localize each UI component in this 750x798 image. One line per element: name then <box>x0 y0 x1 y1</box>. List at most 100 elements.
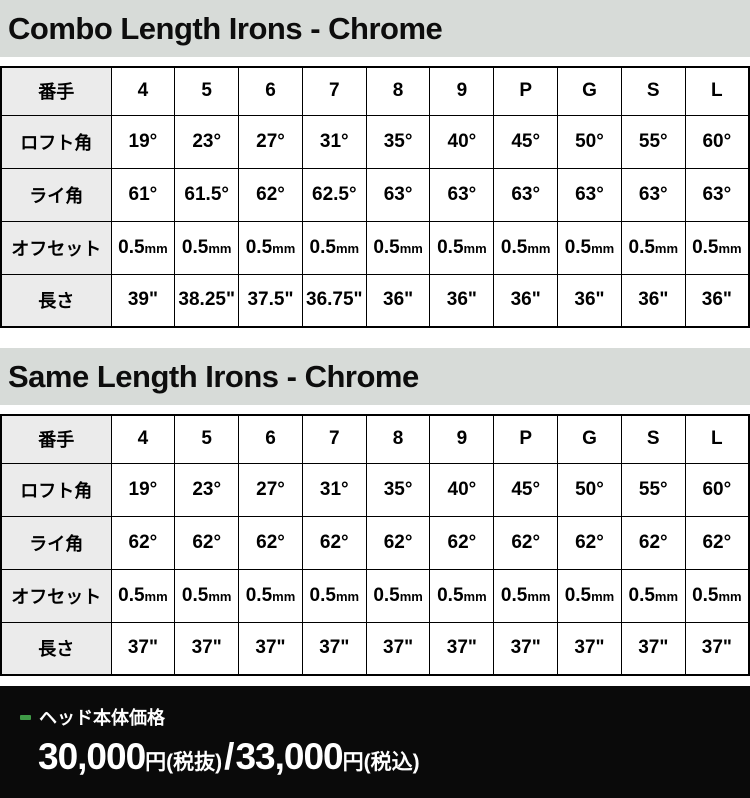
spec-cell: 9 <box>429 66 495 116</box>
spec-cell: 6 <box>238 414 303 464</box>
spec-cell: 62° <box>557 515 622 570</box>
spec-cell: 0.5mm <box>493 220 559 275</box>
spec-unit: mm <box>463 588 487 604</box>
row-label: 長さ <box>0 273 112 328</box>
spec-cell: 37" <box>174 621 240 676</box>
green-dash-bullet <box>20 714 31 720</box>
spec-cell: 0.5mm <box>429 568 495 623</box>
spec-cell: 19° <box>110 114 176 169</box>
spec-cell: 63° <box>493 167 559 222</box>
table-row: 番手 4 5 6 7 8 9 P G S L <box>0 66 750 116</box>
spec-cell: 63° <box>365 167 431 222</box>
spec-cell: 62° <box>493 515 559 570</box>
spec-cell: 0.5mm <box>429 220 495 275</box>
section-title-combo-length: Combo Length Irons - Chrome <box>0 0 750 57</box>
spec-value: 0.5 <box>118 236 145 258</box>
spec-value: 0.5 <box>373 584 400 606</box>
spec-cell: 37" <box>429 621 495 676</box>
spec-cell: 38.25" <box>174 273 240 328</box>
price-amount-tax-excluded: 30,000 <box>38 736 146 777</box>
table-row: 長さ 39" 38.25" 37.5" 36.75" 36" 36" 36" 36" 36" 36" <box>0 273 750 328</box>
price-line: 30,000円(税抜)/33,000円(税込) <box>20 736 750 778</box>
spec-unit: mm <box>527 240 551 256</box>
spec-value: 0.5 <box>181 236 209 258</box>
spec-cell: 55° <box>620 114 686 169</box>
spec-value: 0.5 <box>564 236 592 258</box>
spec-unit: mm <box>527 588 551 604</box>
spec-value: 0.5 <box>437 236 464 258</box>
spec-cell: S <box>620 414 686 464</box>
spec-cell: S <box>620 66 686 116</box>
spec-cell: 0.5mm <box>365 568 431 623</box>
spec-value: 0.5 <box>245 584 273 606</box>
spec-cell: 0.5mm <box>174 568 240 623</box>
spec-cell: 0.5mm <box>365 220 431 275</box>
spec-value: 0.5 <box>628 584 655 606</box>
spec-cell: 35° <box>365 114 431 169</box>
spec-cell: 36" <box>684 273 750 328</box>
spec-unit: mm <box>591 240 615 256</box>
spec-cell: 45° <box>493 462 559 517</box>
spec-value: 0.5 <box>500 584 528 606</box>
spec-cell: 0.5mm <box>620 568 686 623</box>
spec-unit: mm <box>335 588 360 604</box>
spec-cell: 63° <box>429 167 495 222</box>
spec-cell: 37" <box>301 621 367 676</box>
spec-cell: 0.5mm <box>684 220 750 275</box>
spec-value: 0.5 <box>309 236 336 258</box>
spec-cell: 37" <box>620 621 686 676</box>
table-row: オフセット 0.5mm 0.5mm 0.5mm 0.5mm 0.5mm 0.5mm 0.5mm… <box>0 568 750 623</box>
spec-cell: 63° <box>620 167 686 222</box>
spec-cell: 55° <box>620 462 686 517</box>
spec-cell: 36" <box>620 273 686 328</box>
table-row: 長さ 37" 37" 37" 37" 37" 37" 37" 37" 37" 37" <box>0 621 750 676</box>
spec-cell: 36" <box>365 273 431 328</box>
spec-cell: 62° <box>301 515 367 570</box>
spec-cell: 37" <box>238 621 303 676</box>
spec-cell: 0.5mm <box>301 220 367 275</box>
spec-cell: 0.5mm <box>301 568 367 623</box>
spec-cell: 37" <box>684 621 750 676</box>
spec-cell: P <box>493 66 559 116</box>
price-label-row: ヘッド本体価格 <box>20 704 750 730</box>
spec-cell: 19° <box>110 462 176 517</box>
spec-cell: 62° <box>429 515 495 570</box>
spec-cell: 31° <box>301 462 367 517</box>
row-label: 長さ <box>0 621 112 676</box>
spec-value: 0.5 <box>692 236 719 258</box>
spec-cell: 62° <box>365 515 431 570</box>
spec-cell: 23° <box>174 462 240 517</box>
spec-cell: 7 <box>301 66 367 116</box>
spec-cell: 31° <box>301 114 367 169</box>
spec-cell: 36.75" <box>301 273 367 328</box>
spec-value: 0.5 <box>437 584 464 606</box>
spec-cell: 0.5mm <box>110 220 176 275</box>
spec-cell: L <box>684 66 750 116</box>
spec-value: 0.5 <box>373 236 400 258</box>
spacer <box>0 405 750 414</box>
spec-unit: mm <box>591 588 615 604</box>
spec-value: 0.5 <box>628 236 655 258</box>
spec-cell: 36" <box>493 273 559 328</box>
spec-cell: 39" <box>110 273 176 328</box>
row-label: ロフト角 <box>0 462 112 517</box>
spec-cell: 36" <box>557 273 622 328</box>
spec-table-combo-length: 番手 4 5 6 7 8 9 P G S L ロフト角 19° 23° 27° 31° 35° 40° 45° 50°… <box>0 66 750 328</box>
spec-value: 0.5 <box>118 584 145 606</box>
spec-cell: 5 <box>174 66 240 116</box>
spec-unit: mm <box>718 588 742 604</box>
spec-cell: G <box>557 414 622 464</box>
spec-cell: 4 <box>110 66 176 116</box>
spec-cell: 27° <box>238 114 303 169</box>
spec-cell: L <box>684 414 750 464</box>
spec-value: 0.5 <box>309 584 336 606</box>
spec-unit: mm <box>208 588 232 604</box>
spec-cell: 23° <box>174 114 240 169</box>
table-row: ロフト角 19° 23° 27° 31° 35° 40° 45° 50° 55° 60° <box>0 114 750 169</box>
spec-cell: 37.5" <box>238 273 303 328</box>
spec-cell: 62.5° <box>301 167 367 222</box>
price-unit-tax-excluded: 円(税抜) <box>145 751 223 774</box>
spec-unit: mm <box>208 240 232 256</box>
spec-cell: 60° <box>684 462 750 517</box>
